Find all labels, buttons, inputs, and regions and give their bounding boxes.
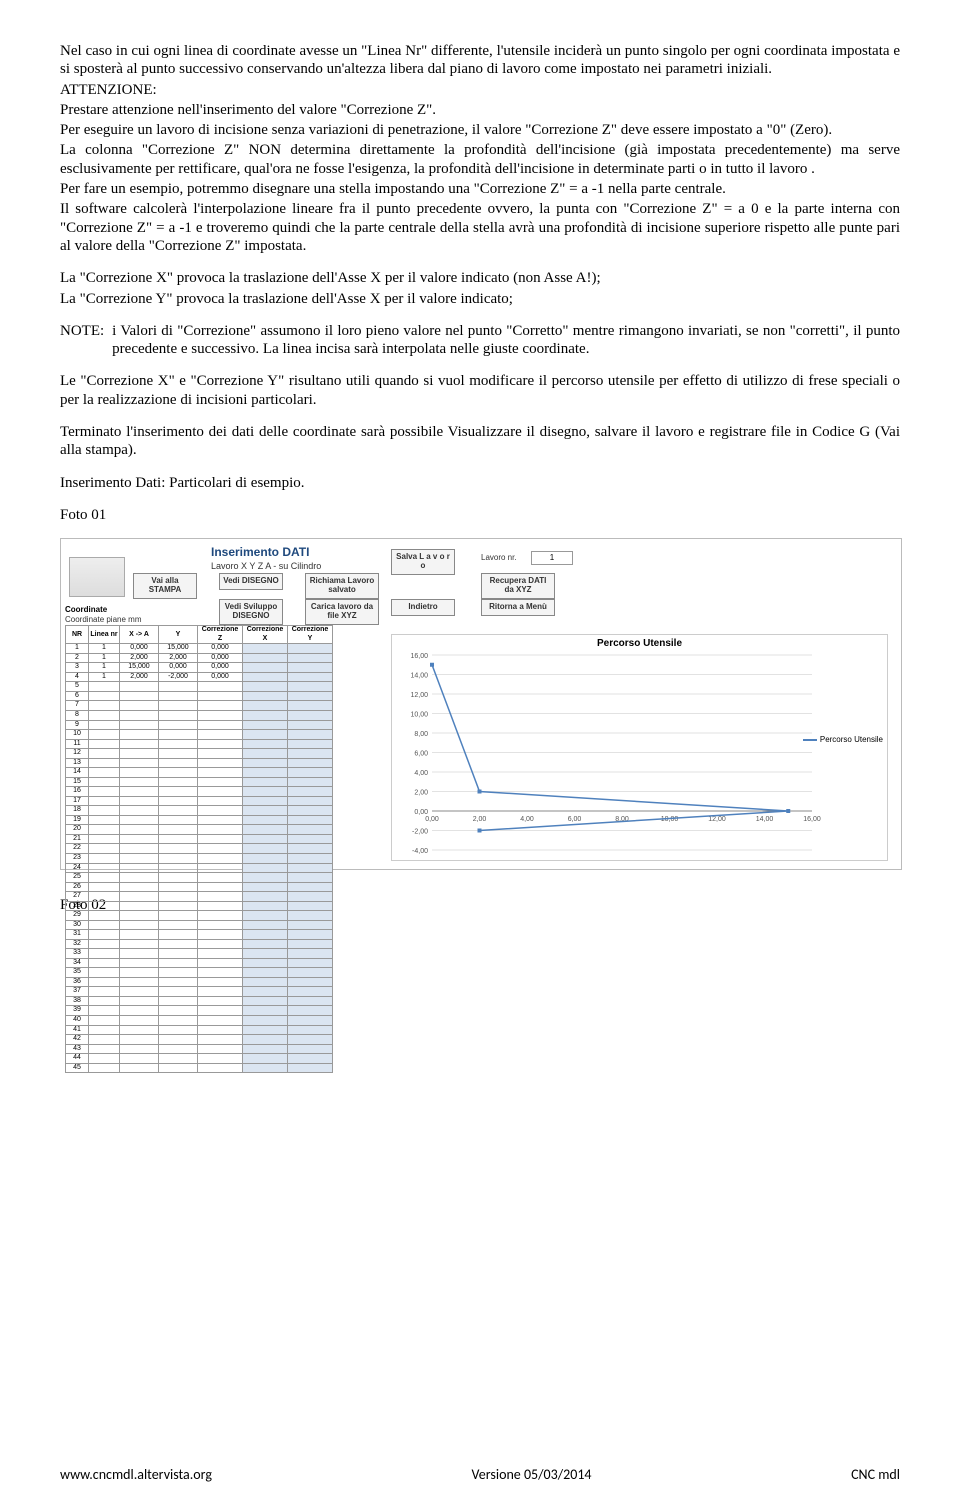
- svg-text:12,00: 12,00: [708, 816, 726, 823]
- chart-title: Percorso Utensile: [392, 638, 887, 650]
- svg-text:8,00: 8,00: [414, 731, 428, 738]
- svg-text:0,00: 0,00: [425, 816, 439, 823]
- sviluppo-button[interactable]: Vedi Sviluppo DISEGNO: [219, 599, 283, 625]
- cnc-machine-icon: [69, 557, 125, 597]
- salva-button[interactable]: Salva L a v o r o: [391, 549, 455, 575]
- svg-text:2,00: 2,00: [414, 790, 428, 797]
- indietro-button[interactable]: Indietro: [391, 599, 455, 616]
- figure-subtitle: Lavoro X Y Z A - su Cilindro: [211, 561, 321, 572]
- attention-label: ATTENZIONE:: [60, 81, 900, 99]
- svg-text:-2,00: -2,00: [412, 829, 428, 836]
- svg-text:2,00: 2,00: [473, 816, 487, 823]
- carica-button[interactable]: Carica lavoro da file XYZ: [305, 599, 379, 625]
- footer-left: www.cncmdl.altervista.org: [60, 1466, 212, 1483]
- paragraph: Prestare attenzione nell'inserimento del…: [60, 101, 900, 119]
- note-body: i Valori di "Correzione" assumono il lor…: [112, 322, 900, 359]
- svg-text:10,00: 10,00: [410, 712, 428, 719]
- lavoro-nr-label: Lavoro nr.: [481, 553, 517, 563]
- paragraph: Il software calcolerà l'interpolazione l…: [60, 200, 900, 255]
- lavoro-nr-input[interactable]: 1: [531, 551, 573, 565]
- svg-text:14,00: 14,00: [756, 816, 774, 823]
- figure-title: Inserimento DATI: [211, 545, 309, 560]
- coord-piane-label: Coordinate piane mm: [65, 615, 141, 625]
- page-footer: www.cncmdl.altervista.org Versione 05/03…: [60, 1466, 900, 1483]
- paragraph: Le "Correzione X" e "Correzione Y" risul…: [60, 372, 900, 409]
- note-block: NOTE: i Valori di "Correzione" assumono …: [60, 322, 900, 359]
- footer-center: Versione 05/03/2014: [472, 1466, 592, 1483]
- menu-button[interactable]: Ritorna a Menù: [481, 599, 555, 616]
- paragraph: Per fare un esempio, potremmo disegnare …: [60, 180, 900, 198]
- foto-label: Foto 01: [60, 506, 900, 524]
- svg-text:4,00: 4,00: [414, 770, 428, 777]
- tool-path-chart: Percorso Utensile 16,00 14,00 12,00 10,00 8,…: [391, 634, 888, 861]
- note-label: NOTE:: [60, 322, 112, 359]
- svg-text:16,00: 16,00: [803, 816, 821, 823]
- stampa-button[interactable]: Vai alla STAMPA: [133, 573, 197, 599]
- chart-legend: Percorso Utensile: [803, 735, 883, 745]
- svg-text:14,00: 14,00: [410, 673, 428, 680]
- disegno-button[interactable]: Vedi DISEGNO: [219, 573, 283, 590]
- chart-svg: 16,00 14,00 12,00 10,00 8,00 6,00 4,00 2,00 0,00…: [392, 635, 887, 860]
- paragraph: La "Correzione X" provoca la traslazione…: [60, 269, 900, 287]
- coord-label: Coordinate: [65, 605, 107, 615]
- richiama-button[interactable]: Richiama Lavoro salvato: [305, 573, 379, 599]
- recupera-button[interactable]: Recupera DATI da XYZ: [481, 573, 555, 599]
- paragraph: Nel caso in cui ogni linea di coordinate…: [60, 42, 900, 79]
- legend-swatch: [803, 739, 817, 741]
- footer-right: CNC mdl: [851, 1466, 900, 1483]
- svg-text:6,00: 6,00: [568, 816, 582, 823]
- legend-label: Percorso Utensile: [820, 735, 883, 745]
- paragraph: La colonna "Correzione Z" NON determina …: [60, 141, 900, 178]
- paragraph: Inserimento Dati: Particolari di esempio…: [60, 474, 900, 492]
- paragraph: Terminato l'inserimento dei dati delle c…: [60, 423, 900, 460]
- coordinates-table: NRLinea nrX -> AYCorrezione ZCorrezione …: [65, 625, 333, 1073]
- screenshot-figure: Inserimento DATI Lavoro X Y Z A - su Cil…: [60, 538, 902, 870]
- svg-text:0,00: 0,00: [414, 809, 428, 816]
- svg-text:4,00: 4,00: [520, 816, 534, 823]
- svg-text:-4,00: -4,00: [412, 848, 428, 855]
- svg-text:12,00: 12,00: [410, 692, 428, 699]
- paragraph: Per eseguire un lavoro di incisione senz…: [60, 121, 900, 139]
- svg-text:6,00: 6,00: [414, 751, 428, 758]
- svg-text:16,00: 16,00: [410, 653, 428, 660]
- paragraph: La "Correzione Y" provoca la traslazione…: [60, 290, 900, 308]
